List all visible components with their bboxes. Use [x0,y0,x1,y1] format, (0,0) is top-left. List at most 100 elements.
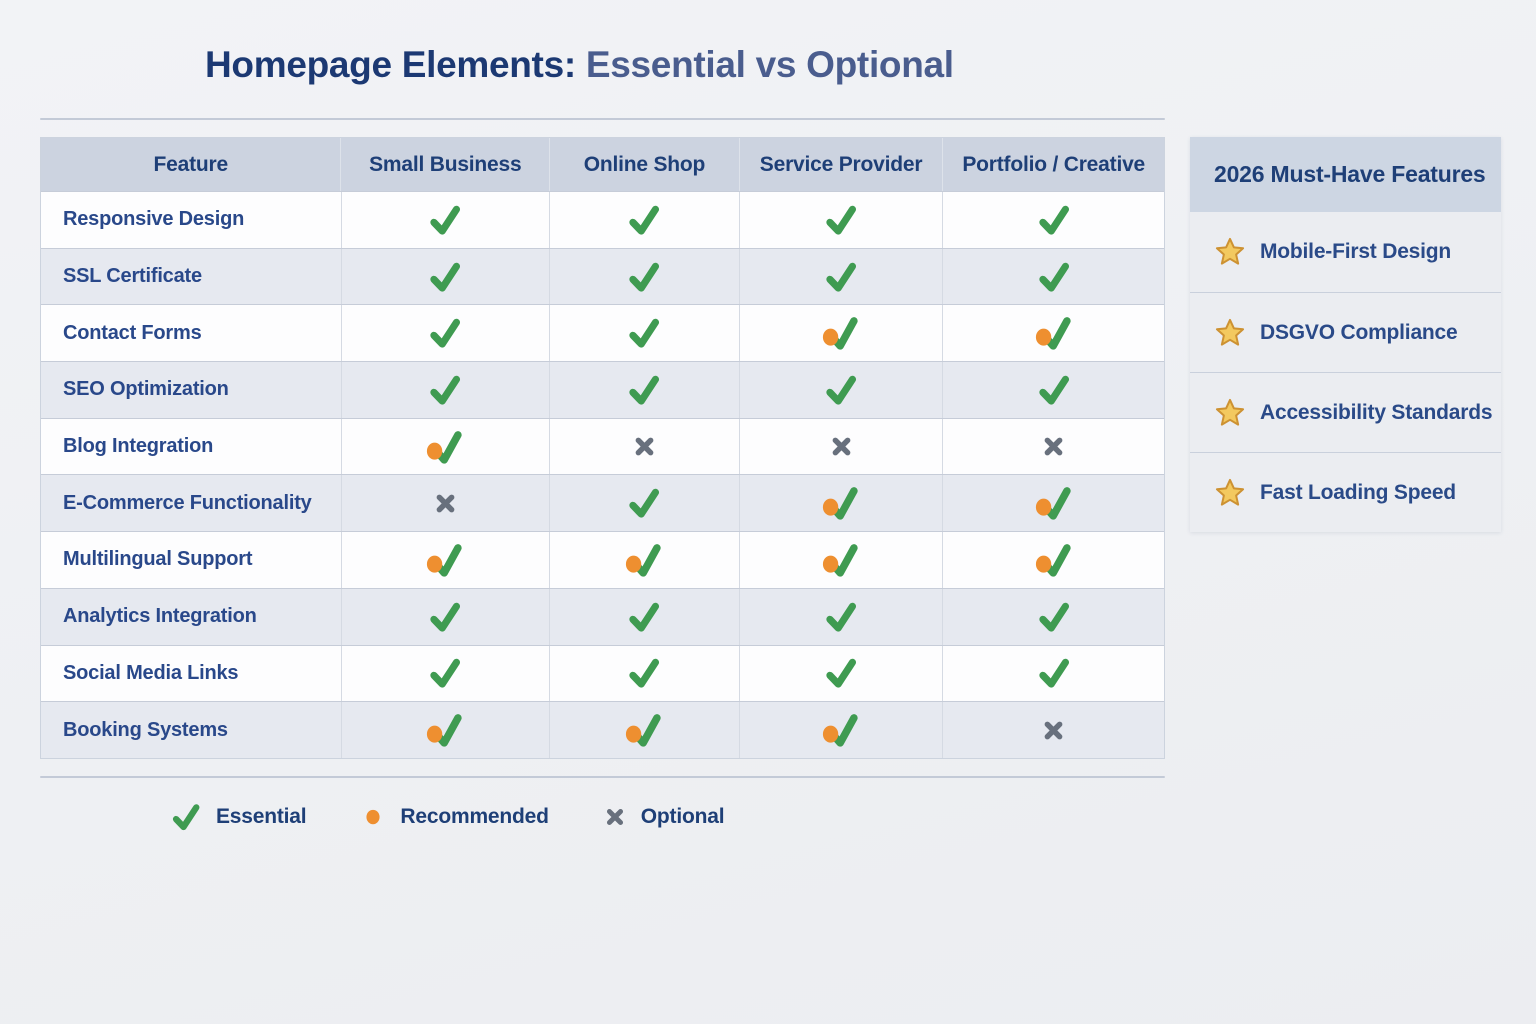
table-header-row: Feature Small Business Online Shop Service … [41,138,1164,191]
status-cell-essential [942,588,1164,645]
check-with-dot-icon-wrap [1030,540,1078,580]
check-icon [430,375,461,405]
check-with-dot-icon [626,714,662,747]
sidebar-item-fast-loading-speed: Fast Loading Speed [1190,452,1501,532]
feature-label: Contact Forms [63,321,202,344]
column-header-portfolio-creative: Portfolio / Creative [942,138,1164,191]
legend-item-essential: Essential [168,800,307,834]
check-icon [430,659,461,688]
status-cell-essential [549,248,739,305]
check-icon [826,602,857,632]
status-cell-essential [549,192,739,248]
check-icon-wrap [1034,598,1074,636]
check-with-dot-icon-wrap [1030,313,1078,353]
feature-label: SSL Certificate [63,265,202,288]
page-title-primary: Homepage Elements: [205,44,576,85]
status-cell-essential [942,645,1164,702]
status-cell-essential [738,588,943,645]
status-cell-optional [738,418,943,475]
check-with-dot-icon-wrap [421,710,469,750]
table-row: SSL Certificate [41,247,1164,305]
status-cell-recommended [340,702,550,758]
check-with-dot-icon-wrap [817,313,865,353]
x-icon-wrap [629,431,660,462]
check-icon [430,602,461,632]
check-icon-wrap [1034,371,1074,409]
table-row: Blog Integration [41,417,1164,475]
status-cell-essential [549,362,739,418]
status-cell-recommended [738,305,943,362]
status-cell-essential [942,248,1164,305]
check-icon-wrap [821,201,861,239]
legend-label: Essential [216,805,307,828]
check-with-dot-icon [823,544,858,577]
status-cell-essential [340,305,550,362]
dot-icon [366,809,380,825]
check-icon-wrap [624,371,664,409]
legend-label: Optional [640,805,725,828]
feature-label: Responsive Design [63,208,245,231]
x-icon-wrap [826,431,857,462]
table-row: Social Media Links [41,644,1164,702]
check-with-dot-icon-wrap [620,540,668,580]
status-cell-essential [738,645,943,702]
status-cell-recommended [942,305,1164,362]
star-icon [1215,318,1245,346]
status-cell-optional [549,418,739,475]
status-cell-essential [340,362,550,418]
column-header-online-shop: Online Shop [549,138,739,191]
status-cell-essential [942,362,1164,418]
legend-item-recommended: Recommended [358,802,549,832]
status-cell-essential [549,588,739,645]
status-cell-optional [942,418,1164,475]
x-icon-wrap [430,488,461,519]
sidebar-item-label: Fast Loading Speed [1260,480,1456,504]
x-icon [436,494,455,513]
x-icon-wrap [1038,715,1069,746]
check-with-dot-icon-wrap [421,427,469,467]
status-cell-essential [549,645,739,702]
status-cell-recommended [549,702,739,758]
check-with-dot-icon [1035,487,1071,520]
feature-label: SEO Optimization [63,378,229,401]
column-header-service-provider: Service Provider [738,138,943,191]
sidebar-must-have-features: 2026 Must-Have Features Mobile-First Des… [1190,137,1501,532]
table-body: Responsive Design SSL Certificate Contact … [41,191,1164,758]
status-cell-essential [738,192,943,248]
check-icon-wrap [624,598,664,636]
status-cell-essential [340,192,550,248]
sidebar-item-list: Mobile-First Design DSGVO Compliance Acces… [1190,212,1501,532]
feature-label: E-Commerce Functionality [63,491,312,514]
star-icon [1215,478,1245,506]
check-icon-wrap [624,314,664,352]
sidebar-item-label: Mobile-First Design [1260,240,1452,263]
x-icon [606,808,623,826]
feature-label: Analytics Integration [63,605,257,628]
feature-label: Blog Integration [63,435,214,458]
check-icon [430,318,461,348]
x-icon [635,437,654,456]
check-icon [826,659,857,688]
check-icon-wrap [624,654,664,692]
check-icon-wrap [1034,201,1074,239]
status-cell-recommended [340,532,550,588]
check-with-dot-icon [1035,317,1071,350]
sidebar-item-label: DSGVO Compliance [1260,320,1458,344]
check-icon-wrap [425,654,465,692]
check-with-dot-icon [427,430,462,464]
check-icon [826,262,857,292]
sidebar-item-mobile-first-design: Mobile-First Design [1190,212,1501,292]
table-row: Multilingual Support [41,531,1164,588]
check-icon [826,375,857,405]
check-with-dot-icon-wrap [817,540,865,580]
check-with-dot-icon [823,487,858,520]
sidebar-item-dsgvo-compliance: DSGVO Compliance [1190,292,1501,372]
status-cell-recommended [738,532,943,588]
star-icon [1215,237,1245,265]
check-with-dot-icon [427,544,462,577]
check-icon [1039,602,1069,632]
table-row: Analytics Integration [41,587,1164,645]
x-icon-wrap [1038,431,1069,462]
column-header-small-business: Small Business [340,138,549,191]
check-icon-wrap [624,258,664,296]
